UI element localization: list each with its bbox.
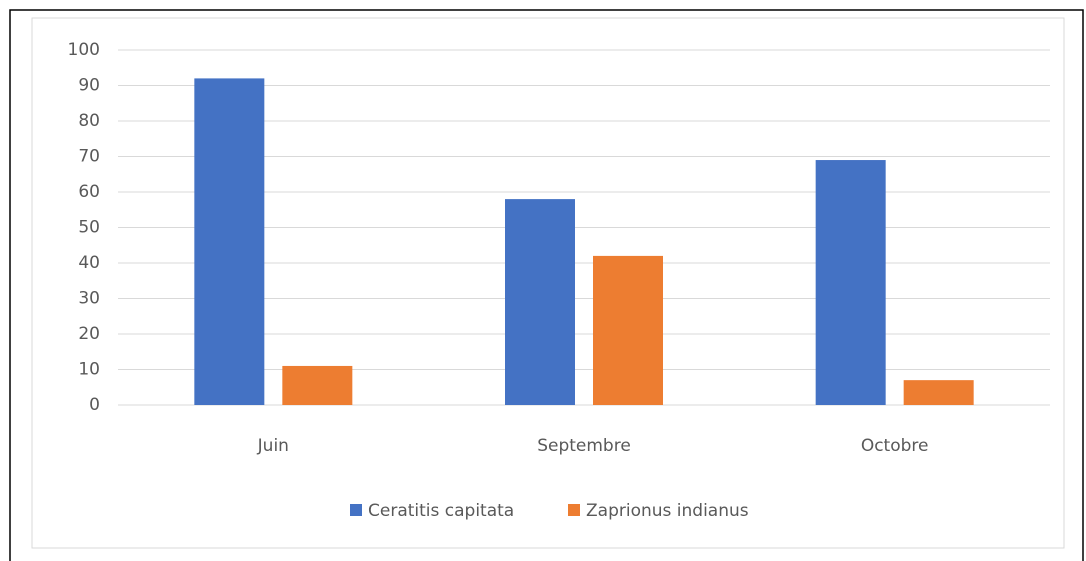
y-tick-label: 100	[68, 40, 100, 60]
outer-border	[9, 9, 1084, 561]
legend-label: Zaprionus indianus	[586, 501, 749, 521]
y-tick-label: 0	[89, 395, 100, 415]
legend-label: Ceratitis capitata	[368, 501, 514, 521]
y-tick-label: 90	[78, 76, 100, 96]
y-tick-label: 50	[78, 218, 100, 238]
bar	[815, 160, 886, 405]
legend-swatch	[350, 504, 362, 516]
y-tick-label: 60	[78, 182, 100, 202]
y-tick-label: 30	[78, 289, 100, 309]
legend-swatch	[568, 504, 580, 516]
x-tick-label: Octobre	[861, 436, 929, 456]
y-tick-label: 70	[78, 147, 100, 167]
y-tick-label: 40	[78, 253, 100, 273]
y-tick-label: 80	[78, 111, 100, 131]
bar	[282, 365, 353, 405]
x-tick-label: Juin	[257, 436, 289, 456]
bar	[505, 199, 575, 405]
x-tick-label: Septembre	[537, 436, 631, 456]
chart-border	[31, 17, 1065, 549]
bar	[903, 380, 974, 405]
y-tick-label: 10	[78, 360, 100, 380]
bar	[593, 255, 663, 405]
bar	[194, 78, 265, 406]
y-tick-label: 20	[78, 324, 100, 344]
